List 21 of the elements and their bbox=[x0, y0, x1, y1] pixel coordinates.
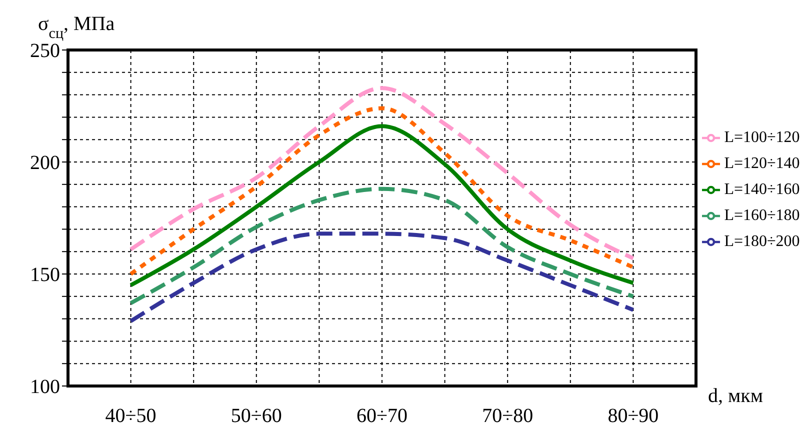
legend-label: L=160÷180 bbox=[724, 207, 800, 224]
x-tick-label: 70÷80 bbox=[482, 405, 534, 428]
x-tick-label: 50÷60 bbox=[230, 405, 282, 428]
legend-label: L=120÷140 bbox=[724, 155, 800, 172]
x-tick-label: 40÷50 bbox=[105, 405, 156, 428]
line-series bbox=[128, 106, 636, 276]
y-tick-label: 100 bbox=[30, 376, 60, 398]
y-tick-label: 250 bbox=[30, 40, 60, 62]
x-tick-label: 60÷70 bbox=[356, 405, 408, 428]
line-series bbox=[128, 124, 636, 288]
line-series bbox=[128, 232, 636, 324]
line-series bbox=[128, 86, 636, 260]
y-tick-label: 200 bbox=[30, 152, 60, 174]
y-tick-label: 150 bbox=[30, 264, 60, 286]
legend-label: L=100÷120 bbox=[724, 129, 800, 146]
legend-label: L=140÷160 bbox=[724, 181, 800, 198]
y-axis-title: σ$_{сц}$, МПа bbox=[38, 13, 115, 42]
legend-label: L=180÷200 bbox=[724, 233, 800, 250]
line-series bbox=[128, 186, 636, 306]
x-tick-label: 80÷90 bbox=[608, 405, 659, 428]
x-axis-title: d, мкм bbox=[708, 385, 764, 407]
